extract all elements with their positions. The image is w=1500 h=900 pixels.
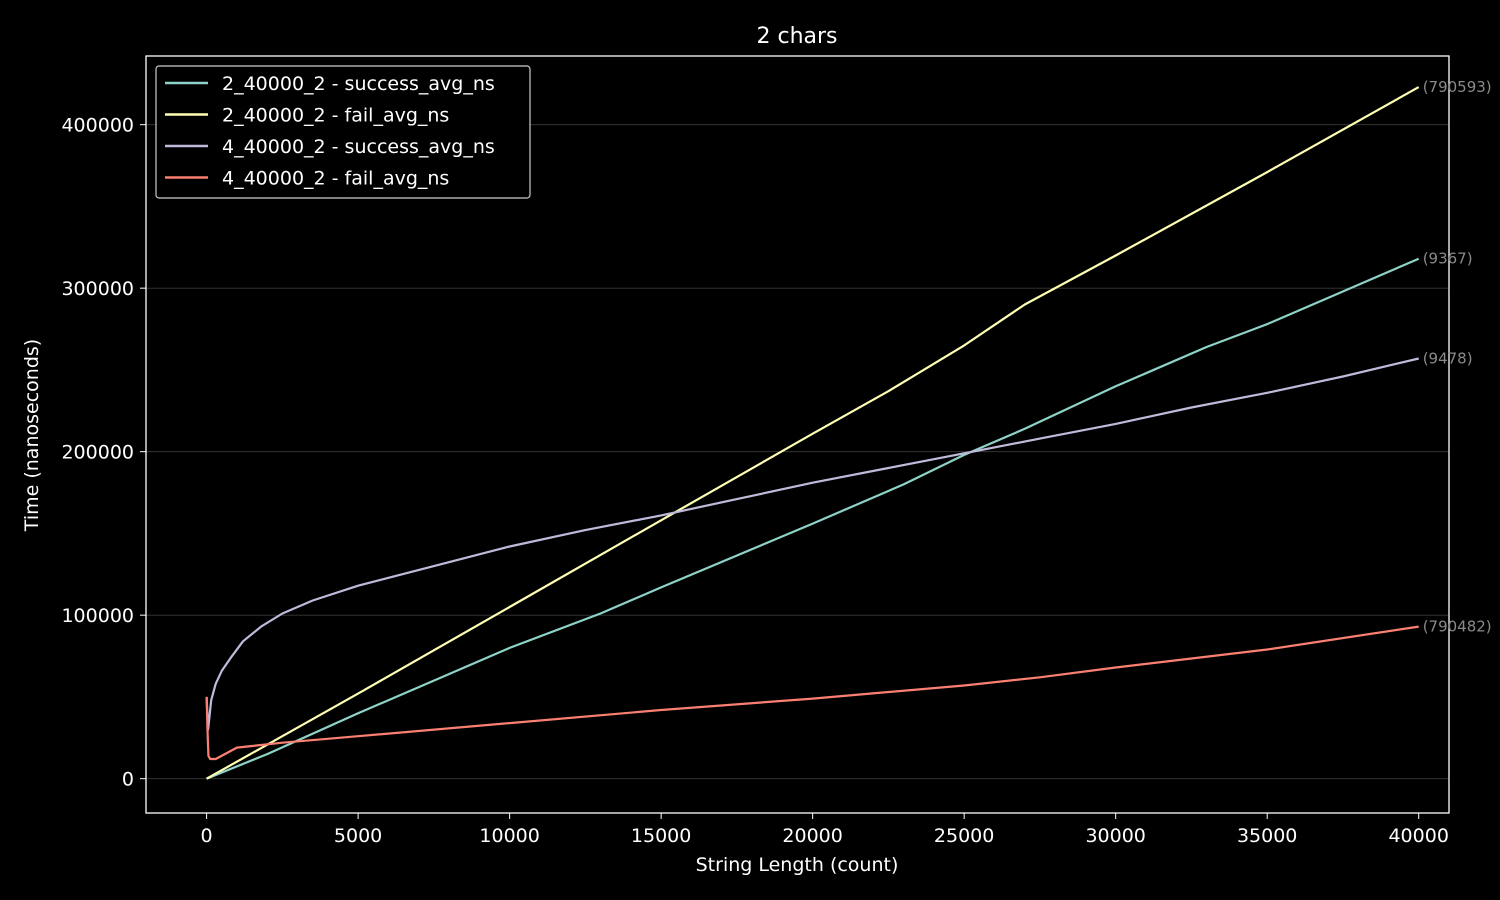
- legend: 2_40000_2 - success_avg_ns 2_40000_2 - fa…: [155, 65, 531, 199]
- y-tick-label: 300000: [61, 278, 134, 300]
- y-tick-label: 200000: [61, 442, 134, 464]
- y-axis-label: Time (nanoseconds): [21, 339, 43, 532]
- x-axis-label: String Length (count): [696, 854, 899, 876]
- legend-label: 4_40000_2 - fail_avg_ns: [222, 168, 449, 190]
- end-annotations: (9367) (790593) (9478) (790482): [1423, 78, 1492, 636]
- x-tick-label: 20000: [782, 825, 842, 847]
- chart-title: 2 chars: [756, 24, 837, 49]
- x-tick-label: 5000: [334, 825, 382, 847]
- x-tick-label: 10000: [479, 825, 539, 847]
- x-tick-label: 35000: [1237, 825, 1297, 847]
- x-tick-label: 15000: [631, 825, 691, 847]
- legend-label: 2_40000_2 - fail_avg_ns: [222, 105, 449, 127]
- plot-frame: [145, 55, 1450, 814]
- series-end-annotation: (9367): [1423, 250, 1473, 268]
- x-tick-label: 40000: [1388, 825, 1448, 847]
- series-lines: [205, 86, 1420, 780]
- x-tick-label: 25000: [934, 825, 994, 847]
- y-tick-label: 100000: [61, 605, 134, 627]
- y-tick-label: 0: [122, 769, 134, 791]
- series-line-3: [205, 357, 1419, 731]
- series-line-2: [206, 86, 1420, 780]
- x-tick-label: 0: [201, 825, 213, 847]
- series-end-annotation: (790482): [1423, 618, 1492, 636]
- legend-label: 2_40000_2 - success_avg_ns: [222, 73, 495, 95]
- x-tick-label: 30000: [1085, 825, 1145, 847]
- y-axis-ticks: 0 100000 200000 300000 400000: [61, 115, 146, 791]
- series-line-4: [205, 625, 1419, 761]
- x-axis-ticks: 0 5000 10000 15000 20000 25000 30000 35000 40000: [201, 813, 1449, 847]
- series-line-1: [206, 257, 1420, 780]
- series-end-annotation: (9478): [1423, 349, 1473, 367]
- series-end-annotation: (790593): [1423, 78, 1492, 96]
- gridlines: [146, 124, 1449, 780]
- y-tick-label: 400000: [61, 115, 134, 137]
- legend-label: 4_40000_2 - success_avg_ns: [222, 136, 495, 158]
- legend-box: [155, 65, 531, 199]
